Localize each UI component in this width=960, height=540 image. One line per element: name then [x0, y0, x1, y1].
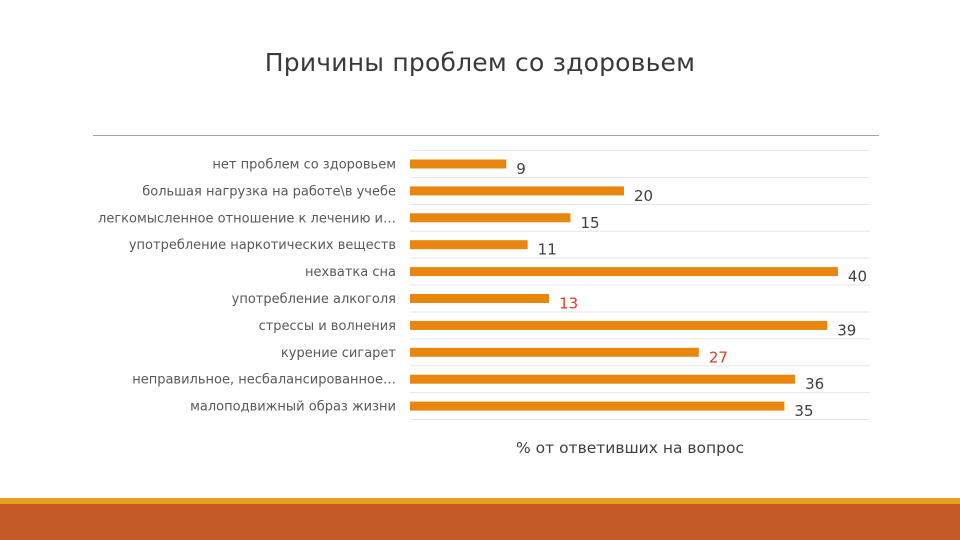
bar: [410, 320, 828, 330]
category-label: нет проблем со здоровьем: [212, 158, 396, 173]
bar: [410, 401, 785, 411]
value-label: 20: [634, 187, 653, 205]
bar: [410, 159, 507, 169]
value-label: 15: [580, 214, 599, 232]
bar: [410, 240, 528, 250]
category-label: легкомысленное отношение к лечению и…: [98, 211, 396, 226]
value-label: 13: [559, 295, 578, 313]
category-labels: нет проблем со здоровьем большая нагрузка…: [98, 158, 396, 415]
value-label: 27: [709, 348, 728, 366]
bar: [410, 213, 571, 223]
value-label: 36: [805, 375, 824, 393]
category-label: стрессы и волнения: [259, 319, 396, 334]
x-axis-title: % от ответивших на вопрос: [516, 439, 744, 457]
category-label: малоподвижный образ жизни: [190, 400, 396, 415]
value-label: 39: [837, 321, 856, 339]
bar: [410, 267, 838, 277]
bar: [410, 347, 699, 357]
value-labels: 9 20 15 11 40 13 39 27 36 35: [516, 160, 867, 420]
bar: [410, 374, 796, 384]
category-label: курение сигарет: [281, 346, 397, 361]
value-label: 40: [848, 268, 867, 286]
slide-title: Причины проблем со здоровьем: [264, 48, 696, 77]
footer-band: [0, 504, 960, 540]
bar: [410, 294, 550, 303]
category-label: употребление алкоголя: [232, 292, 396, 307]
chart-bars: [410, 159, 838, 411]
category-label: неправильное, несбалансированное…: [132, 373, 396, 388]
value-label: 9: [516, 160, 526, 178]
category-label: употребление наркотических веществ: [129, 238, 396, 253]
chart-gridlines: [410, 150, 870, 421]
bar: [410, 186, 624, 196]
title-divider: [93, 135, 879, 136]
footer-accent-stripe: [0, 498, 960, 504]
bar-chart: нет проблем со здоровьем большая нагрузка…: [98, 150, 870, 457]
category-label: нехватка сна: [305, 265, 396, 280]
category-label: большая нагрузка на работе\в учебе: [142, 184, 396, 199]
value-label: 35: [794, 402, 813, 420]
value-label: 11: [538, 241, 557, 259]
